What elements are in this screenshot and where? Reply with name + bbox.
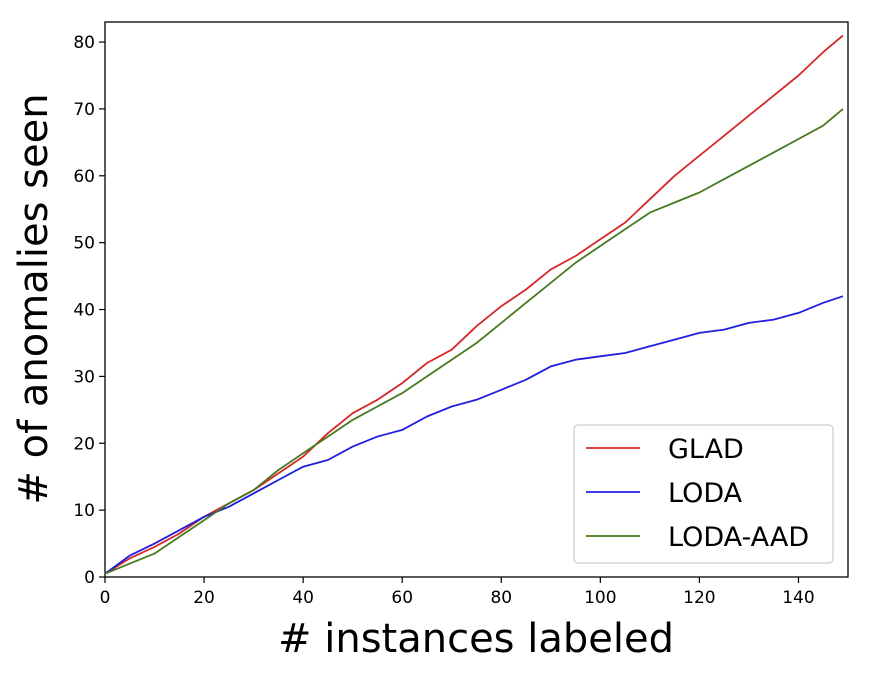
x-tick-label: 20 xyxy=(193,588,215,608)
x-tick-label: 40 xyxy=(292,588,314,608)
x-tick-label: 80 xyxy=(490,588,512,608)
y-axis-label: # of anomalies seen xyxy=(11,93,57,504)
series-layer xyxy=(104,34,844,575)
x-axis: 0 20 40 60 80 100 120 140 xyxy=(100,577,815,608)
plot-area: 0 20 40 60 80 100 120 140 0 10 20 30 40 50 60 70 80 xyxy=(73,21,849,608)
series-line-loda xyxy=(104,295,844,575)
legend: GLAD LODA LODA-AAD xyxy=(573,424,834,564)
y-tick-label: 70 xyxy=(73,100,95,120)
legend-label-loda: LODA xyxy=(668,478,743,509)
legend-label-glad: GLAD xyxy=(668,434,744,465)
x-tick-label: 120 xyxy=(683,588,715,608)
series-line-loda-aad xyxy=(104,108,844,575)
y-tick-label: 20 xyxy=(73,434,95,454)
x-tick-label: 0 xyxy=(100,588,111,608)
x-tick-label: 140 xyxy=(782,588,814,608)
y-tick-label: 30 xyxy=(73,367,95,387)
y-tick-label: 10 xyxy=(73,501,95,521)
x-tick-label: 100 xyxy=(584,588,616,608)
x-tick-label: 60 xyxy=(391,588,413,608)
y-tick-label: 40 xyxy=(73,301,95,321)
y-axis: 0 10 20 30 40 50 60 70 80 xyxy=(73,33,105,588)
y-tick-label: 80 xyxy=(73,33,95,53)
legend-label-loda-aad: LODA-AAD xyxy=(668,522,809,553)
x-axis-label: # instances labeled xyxy=(278,616,674,662)
y-tick-label: 50 xyxy=(73,234,95,254)
legend-box xyxy=(573,424,834,564)
y-tick-label: 0 xyxy=(84,568,95,588)
y-tick-label: 60 xyxy=(73,167,95,187)
